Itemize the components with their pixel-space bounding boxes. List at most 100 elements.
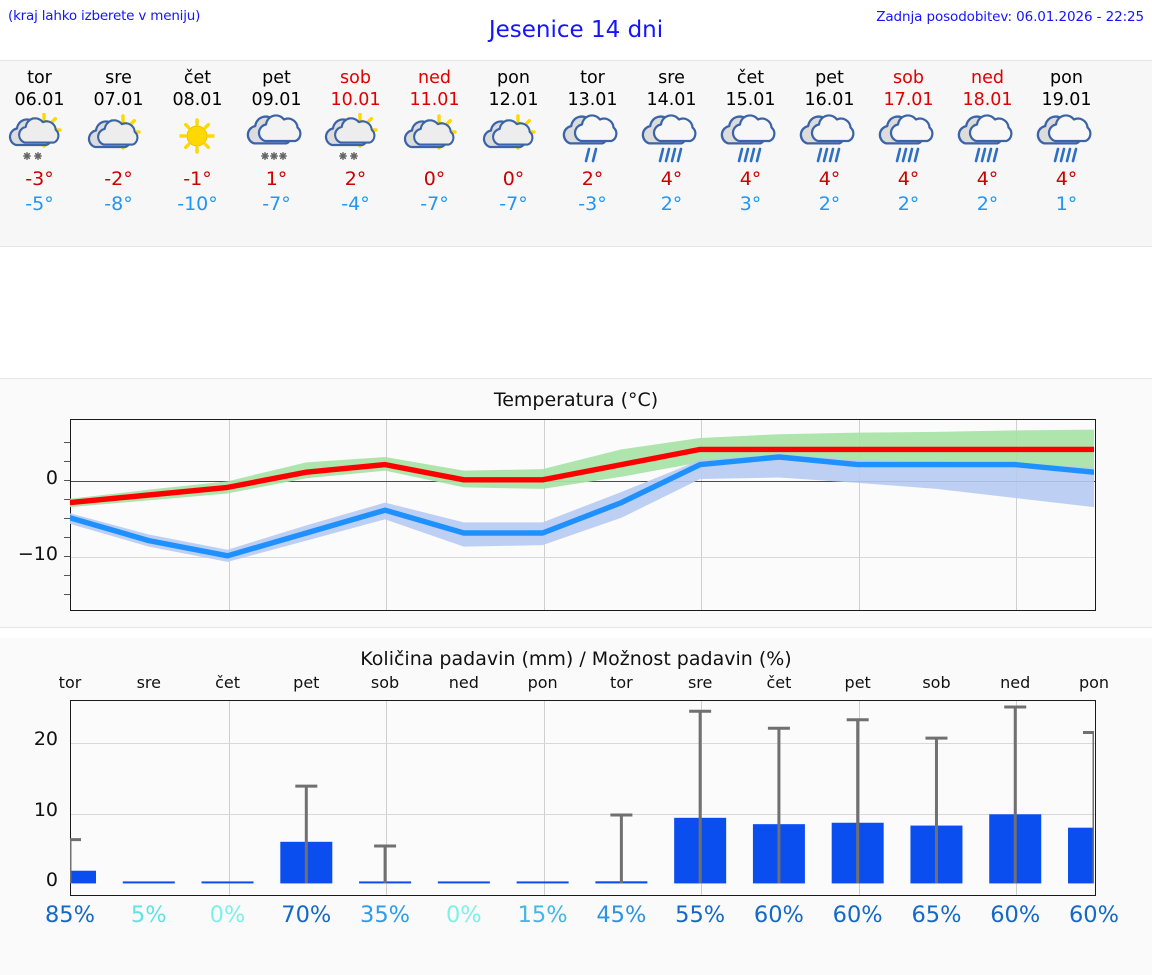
forecast-day-column[interactable]: sre 14.01 4° 2° [632,61,711,246]
forecast-day-column[interactable]: tor 06.01 -3° -5° [0,61,79,246]
precip-probability-label: 5% [130,902,167,928]
partly-cloudy-icon [482,113,546,165]
day-of-week: sob [893,68,924,88]
cloudy-rain-icon [1035,113,1099,165]
precip-probability-label: 60% [753,902,804,928]
precip-probability-label: 35% [360,902,411,928]
precip-probability-label: 60% [1068,902,1119,928]
precip-day-label: sob [370,673,400,692]
vertical-gridline [543,701,545,895]
vertical-gridline [386,701,388,895]
precip-day-label: tor [610,673,633,692]
vertical-gridline [701,420,703,610]
cloudy-rain-light-icon [561,113,625,165]
precip-day-label: pet [293,673,320,692]
precip-probability-label: 0% [445,902,482,928]
forecast-day-column[interactable]: pon 19.01 4° 1° [1027,61,1106,246]
day-date: 08.01 [172,90,223,110]
day-of-week: sob [340,68,371,88]
temp-min: -3° [578,193,607,215]
temp-max: 0° [423,168,446,190]
precip-probability-label: 55% [675,902,726,928]
forecast-day-column[interactable]: tor 13.01 2° -3° [553,61,632,246]
cloudy-rain-icon [719,113,783,165]
temperature-chart: Temperatura (°C) 0−10 © vreme.us & vreme… [0,378,1152,864]
day-date: 15.01 [725,90,776,110]
y-axis-tick [64,517,70,519]
vertical-gridline [228,701,230,895]
temp-max: 2° [344,168,367,190]
precip-day-label: pon [527,673,558,692]
temp-max: 1° [265,168,288,190]
precip-probability-label: 15% [517,902,568,928]
y-axis-tick [64,536,70,538]
day-date: 10.01 [330,90,381,110]
forecast-day-column[interactable]: sob 17.01 4° 2° [869,61,948,246]
forecast-day-column[interactable]: pon 12.01 0° -7° [474,61,553,246]
y-axis-tick [64,460,70,462]
y-axis-tick [64,479,70,481]
temp-max: 2° [581,168,604,190]
temp-min: -7° [420,193,449,215]
y-axis-tick [64,441,70,443]
partly-cloudy-icon [403,113,467,165]
temp-min: -4° [341,193,370,215]
y-axis-label: 0 [45,869,58,892]
day-date: 09.01 [251,90,302,110]
forecast-day-list: tor 06.01 -3° -5° sre 07.01 -2° -8° čet 08.01 -… [0,61,1152,246]
temp-max: 4° [976,168,999,190]
partly-cloudy-snow-icon [8,113,72,165]
day-date: 06.01 [14,90,65,110]
forecast-day-column[interactable]: pet 09.01 1° -7° [237,61,316,246]
temp-min: -8° [104,193,133,215]
vertical-gridline [1016,420,1018,610]
day-date: 18.01 [962,90,1013,110]
precip-day-label: sob [922,673,951,692]
temp-max: -2° [104,168,133,190]
temp-max: 0° [502,168,525,190]
forecast-day-column[interactable]: sob 10.01 2° -4° [316,61,395,246]
forecast-day-column[interactable]: pet 16.01 4° 2° [790,61,869,246]
vertical-gridline [228,420,230,610]
y-axis-tick [64,593,70,595]
temp-max: 4° [1055,168,1078,190]
temp-min: 2° [660,193,683,215]
y-axis-label: 10 [33,798,58,821]
cloudy-snow-icon [245,113,309,165]
forecast-day-column[interactable]: sre 07.01 -2° -8° [79,61,158,246]
temperature-chart-title: Temperatura (°C) [493,389,659,411]
cloudy-rain-icon [877,113,941,165]
y-axis-label: −10 [17,542,58,565]
temp-min: -7° [499,193,528,215]
temp-min: 2° [818,193,841,215]
precip-day-label: ned [448,673,479,692]
precipitation-chart: Količina padavin (mm) / Možnost padavin … [0,638,1152,975]
day-of-week: čet [736,68,765,88]
gridline-minus10 [71,556,1095,558]
precip-probability-label: 60% [990,902,1041,928]
forecast-day-column[interactable]: ned 18.01 4° 2° [948,61,1027,246]
y-axis-label: 20 [33,728,58,751]
partly-cloudy-icon [87,113,151,165]
temp-min: 1° [1055,193,1078,215]
forecast-day-column[interactable]: ned 11.01 0° -7° [395,61,474,246]
menu-hint: (kraj lahko izberete v meniju) [8,8,201,24]
temperature-series-svg [70,429,1094,562]
forecast-day-column[interactable]: čet 15.01 4° 3° [711,61,790,246]
precip-probability-label: 65% [911,902,962,928]
day-date: 14.01 [646,90,697,110]
temp-min: -10° [177,193,218,215]
precip-day-label: ned [1000,673,1031,692]
precip-day-label: pon [1078,673,1110,692]
temp-max: -1° [183,168,212,190]
precip-day-label: sre [136,673,161,692]
day-date: 13.01 [567,90,618,110]
temp-min: 2° [897,193,920,215]
day-of-week: čet [183,68,212,88]
precip-day-label: čet [215,673,240,692]
day-date: 07.01 [93,90,144,110]
forecast-day-column[interactable]: čet 08.01 -1° -10° [158,61,237,246]
temp-max: 4° [660,168,683,190]
cloudy-rain-icon [798,113,862,165]
precip-day-label: sre [687,673,713,692]
